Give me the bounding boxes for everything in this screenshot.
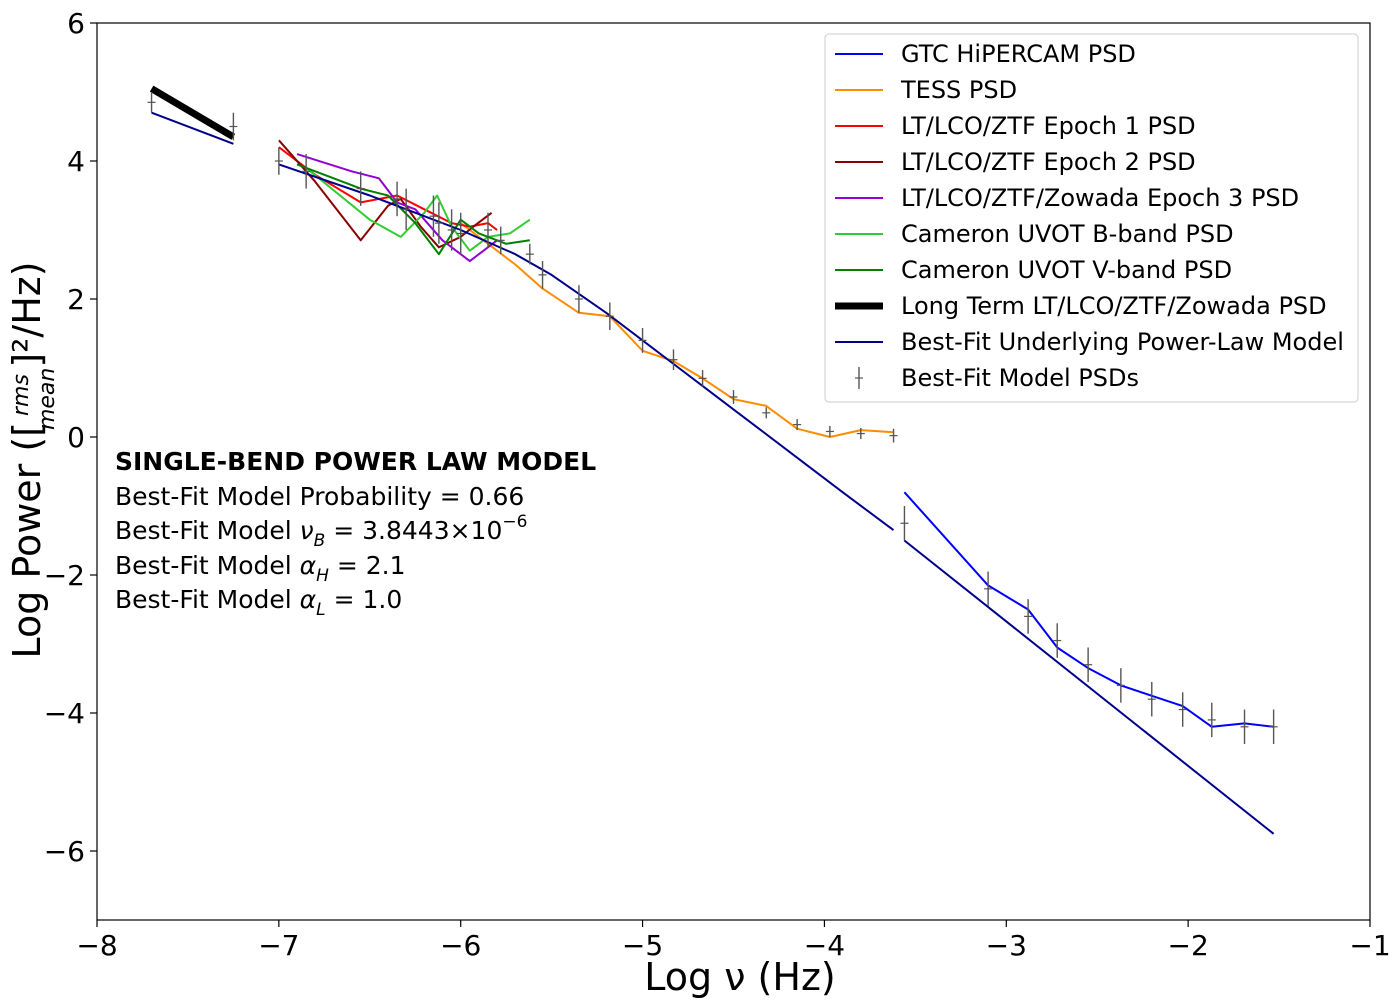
series-layer <box>149 85 1275 835</box>
series-line-lt-lco-ztf-epoch-1-psd <box>278 146 498 231</box>
y-axis-label-frac: rms <box>9 374 34 416</box>
x-tick-label: −7 <box>258 929 299 962</box>
series-line-long-term-lt-lco-ztf-zowada-psd <box>149 85 236 140</box>
legend-label-tess-psd: TESS PSD <box>900 76 1017 104</box>
legend-label-lt-lco-ztf-epoch-2-psd: LT/LCO/ZTF Epoch 2 PSD <box>901 148 1196 176</box>
y-tick-label: −6 <box>44 835 85 868</box>
legend-label-lt-lco-ztf-epoch-1-psd: LT/LCO/ZTF Epoch 1 PSD <box>901 112 1196 140</box>
x-tick-label: −1 <box>1349 929 1390 962</box>
legend-box <box>824 33 1359 403</box>
y-tick-label: 0 <box>67 421 85 454</box>
legend-label-gtc-hipercam-psd: GTC HiPERCAM PSD <box>901 40 1136 68</box>
x-tick-label: −4 <box>804 929 845 962</box>
legend-label-best-fit-model-psds: Best-Fit Model PSDs <box>901 364 1139 392</box>
y-axis-label: Log Power ([ rmsmean]²/Hz) <box>5 261 60 658</box>
x-tick-label: −5 <box>622 929 663 962</box>
y-tick-label: −2 <box>44 559 85 592</box>
model-points-layer <box>147 92 1278 745</box>
legend-label-lt-lco-ztf-zowada-epoch-3-psd: LT/LCO/ZTF/Zowada Epoch 3 PSD <box>901 184 1299 212</box>
legend-label-cameron-uvot-b-band-psd: Cameron UVOT B-band PSD <box>901 220 1234 248</box>
x-tick-label: −6 <box>440 929 481 962</box>
series-line-gtc-hipercam-psd <box>903 491 1274 728</box>
y-axis-label-suffix: ]²/Hz) <box>5 261 49 367</box>
annotation-title: SINGLE-BEND POWER LAW MODEL <box>115 447 596 476</box>
y-axis-label-prefix: Log Power ([ <box>5 422 49 659</box>
legend-label-cameron-uvot-v-band-psd: Cameron UVOT V-band PSD <box>901 256 1232 284</box>
legend-label-best-fit-underlying-power-law-model: Best-Fit Underlying Power-Law Model <box>901 328 1344 356</box>
x-tick-label: −3 <box>986 929 1027 962</box>
series-line-best-fit-underlying-power-law-model <box>903 539 1275 835</box>
y-tick-label: −4 <box>44 697 85 730</box>
series-line-tess-psd <box>460 222 894 438</box>
annotation-probability: Best-Fit Model Probability = 0.66 <box>115 482 524 511</box>
series-line-best-fit-underlying-power-law-model <box>278 163 895 531</box>
series-line-cameron-uvot-b-band-psd <box>305 167 531 252</box>
y-axis-label-den: mean <box>35 368 60 430</box>
annotation-alpha-h: Best-Fit Model αH = 2.1 <box>115 551 406 586</box>
plot-frame <box>96 22 1371 921</box>
plot-area <box>96 22 1371 921</box>
model-annotation: SINGLE-BEND POWER LAW MODEL Best-Fit Mod… <box>115 447 596 620</box>
legend: GTC HiPERCAM PSD TESS PSD LT/LCO/ZTF Epoch… <box>824 33 1359 403</box>
ticks-layer: −8 −7 −6 −5 −4 −3 −2 −1 −6 −4 −2 0 2 4 6 <box>44 7 1391 962</box>
x-axis-label: Log ν (Hz) <box>644 955 835 999</box>
svg-text:Log Power ([rmsmean]²/Hz): Log Power ([ rmsmean]²/Hz) <box>5 261 60 658</box>
legend-label-long-term-lt-lco-ztf-zowada-psd: Long Term LT/LCO/ZTF/Zowada PSD <box>901 292 1327 320</box>
x-tick-label: −2 <box>1168 929 1209 962</box>
annotation-nu-b: Best-Fit Model νB = 3.8443×10−6 <box>115 512 527 551</box>
y-tick-label: 4 <box>67 145 85 178</box>
y-tick-label: 6 <box>67 7 85 40</box>
series-line-best-fit-underlying-power-law-model <box>151 111 234 145</box>
y-tick-label: 2 <box>67 283 85 316</box>
annotation-alpha-l: Best-Fit Model αL = 1.0 <box>115 585 402 620</box>
x-tick-label: −8 <box>76 929 117 962</box>
